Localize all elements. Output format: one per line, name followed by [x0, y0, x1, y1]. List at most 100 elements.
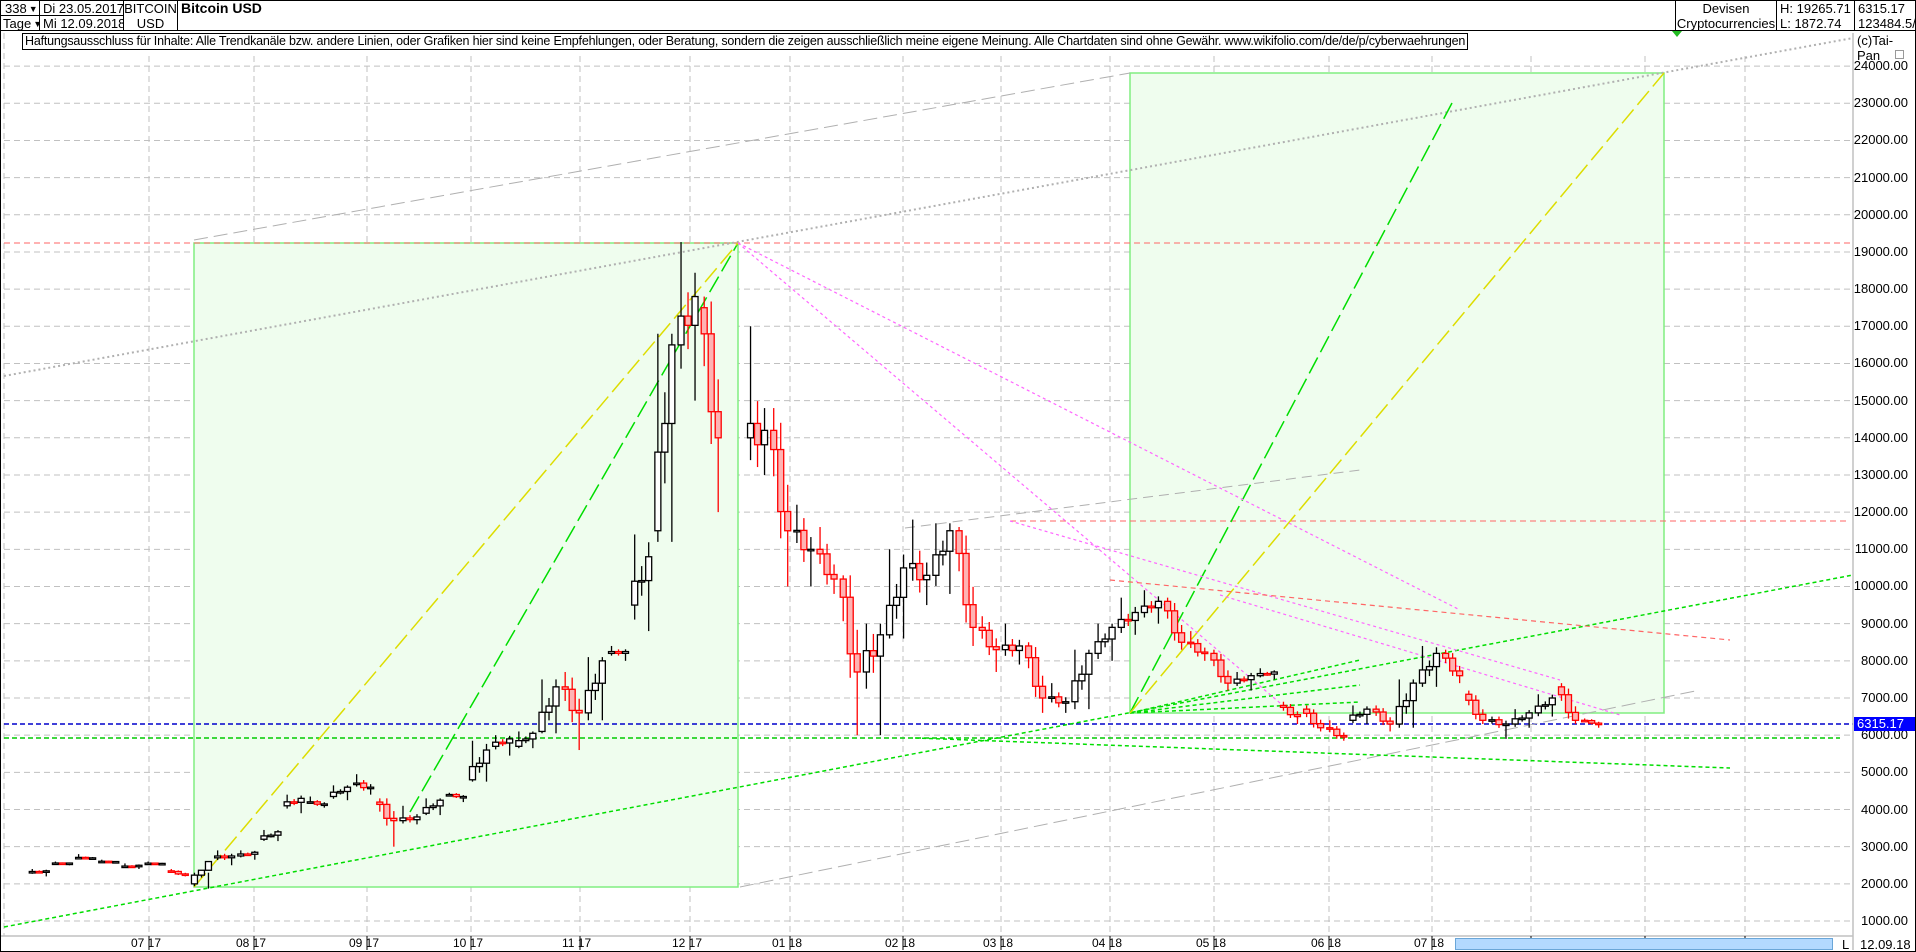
yellow-projection-box1 — [193, 242, 739, 888]
fan-line-4 — [1219, 594, 1621, 716]
candle — [190, 860, 213, 889]
period-select[interactable]: Tage▼ — [0, 15, 40, 31]
time-tick-label: 09 17 — [349, 936, 380, 950]
category-box: Devisen Cryptocurrencies — [1675, 0, 1777, 31]
support-fan-1 — [1129, 659, 1361, 714]
candle — [28, 868, 50, 877]
time-tick-label: 02 18 — [885, 936, 916, 950]
start-date-text: Di 23.05.2017 — [43, 1, 124, 16]
candle — [1001, 623, 1024, 665]
candle — [1349, 705, 1371, 725]
candle — [167, 868, 189, 877]
candle — [1233, 671, 1255, 691]
candle — [1210, 649, 1232, 691]
price-tick-label: 12000.00 — [1853, 504, 1908, 520]
candle — [51, 861, 74, 866]
price-tick-label: 14000.00 — [1853, 429, 1908, 445]
candle — [909, 519, 931, 606]
candle — [376, 798, 398, 847]
candle — [932, 523, 954, 594]
price-tick-label: 23000.00 — [1853, 95, 1908, 111]
time-tick-label: 06 18 — [1311, 936, 1342, 950]
candle — [561, 671, 583, 751]
candle — [1163, 597, 1186, 650]
low-value: L: 1872.74 — [1780, 16, 1842, 31]
support-fan-4 — [914, 737, 1731, 769]
green-projection-box1 — [409, 242, 739, 813]
candle — [1511, 709, 1533, 728]
candle — [862, 623, 885, 736]
candle — [399, 805, 421, 825]
candle — [121, 863, 143, 869]
candle — [631, 534, 653, 632]
candle — [1256, 668, 1278, 680]
last-date-label: 12.09.18 — [1860, 937, 1911, 952]
candle — [654, 333, 676, 542]
chevron-down-icon: ▼ — [28, 4, 38, 14]
candle — [584, 657, 606, 721]
candle — [1187, 631, 1209, 661]
candle — [1465, 690, 1487, 725]
green-marker-icon — [1672, 31, 1682, 37]
time-tick-label: 07 18 — [1414, 936, 1445, 950]
candle — [746, 326, 769, 475]
price-tick-label: 18000.00 — [1853, 281, 1908, 297]
long-term-support-line — [3, 574, 1854, 928]
grey-dashed-trendline-mid — [904, 469, 1361, 529]
candle — [607, 645, 630, 661]
support-fan-3 — [1129, 701, 1361, 714]
high-value: H: 19265.71 — [1780, 1, 1851, 16]
candle — [1488, 716, 1510, 739]
end-date-text: Mi 12.09.2018 — [43, 16, 124, 31]
time-tick-label: 04 18 — [1092, 936, 1123, 950]
candle — [1279, 701, 1302, 725]
candle — [1441, 649, 1464, 684]
price-tick-label: 1000.00 — [1861, 913, 1908, 929]
price-tick-label: 22000.00 — [1853, 132, 1908, 148]
copyright-label: (c)Tai-Pan — [1857, 33, 1894, 63]
grey-dotted-trendline-upper — [3, 37, 1854, 377]
time-tick-label: 11 17 — [562, 936, 592, 950]
candle — [1140, 590, 1163, 624]
candle — [1117, 597, 1139, 635]
price-tick-label: 10000.00 — [1853, 578, 1908, 594]
candle — [1395, 679, 1417, 728]
time-tick-label: 12 17 — [672, 936, 703, 950]
price-tick-label: 5000.00 — [1861, 764, 1908, 780]
candle — [793, 504, 815, 587]
price-tick-label: 3000.00 — [1861, 838, 1908, 854]
chevron-down-icon: ▼ — [33, 17, 39, 30]
price-tick-label: 17000.00 — [1853, 318, 1908, 334]
price-tick-label: 9000.00 — [1861, 615, 1908, 631]
candle — [1094, 623, 1116, 661]
candle — [978, 616, 1000, 672]
grey-dashed-trendline-top — [193, 72, 1131, 241]
candle — [468, 740, 491, 782]
price-tick-label: 20000.00 — [1853, 206, 1908, 222]
collapse-icon[interactable] — [1895, 50, 1904, 59]
fan-line-2 — [737, 242, 1301, 721]
falling-resistance-line — [1109, 579, 1731, 641]
fan-line-1 — [737, 242, 1461, 611]
candle — [538, 679, 560, 734]
time-tick-label: 08 17 — [236, 936, 267, 950]
support-fan-2 — [1129, 684, 1361, 714]
green-projection-box2 — [1129, 102, 1453, 714]
time-tick-label: 07 17 — [131, 936, 162, 950]
price-tick-label: 24000.00 — [1853, 58, 1908, 74]
candle — [237, 850, 259, 860]
candle — [260, 829, 282, 842]
last-price: 6315.17 — [1858, 1, 1905, 16]
time-tick-label: 01 18 — [772, 936, 803, 950]
candle — [283, 794, 305, 814]
candle — [770, 408, 792, 587]
bars-count-value: 338 — [5, 1, 27, 16]
linear-scale-toggle[interactable]: L — [1842, 937, 1850, 952]
candle — [1372, 705, 1394, 732]
candle — [885, 549, 908, 639]
time-scrollbar[interactable] — [1455, 938, 1833, 950]
period-value: Tage — [3, 16, 32, 31]
candle — [213, 850, 236, 866]
price-tick-label: 2000.00 — [1861, 875, 1908, 891]
